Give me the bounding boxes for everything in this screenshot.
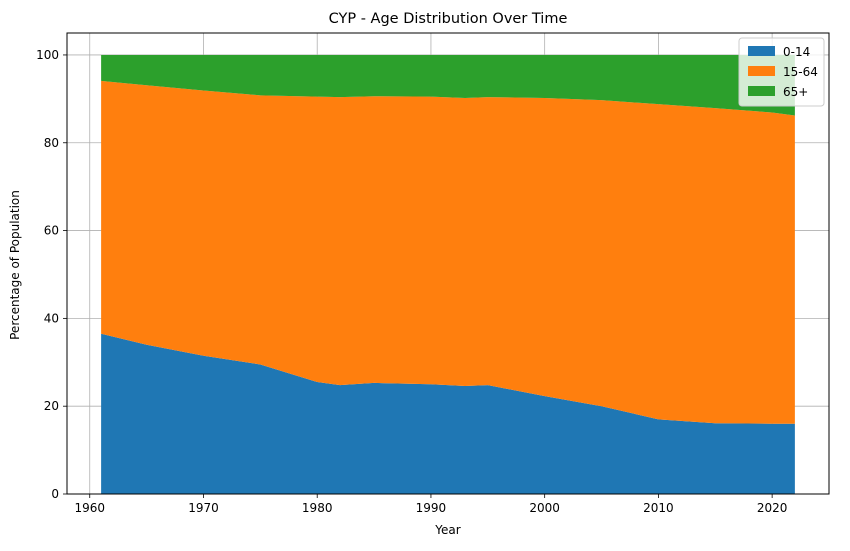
area-layer [101, 54, 795, 494]
y-tick-label: 40 [44, 311, 59, 325]
plot-frame [66, 32, 830, 495]
legend-swatch [748, 86, 775, 96]
y-tick-label: 100 [36, 48, 59, 62]
y-axis-label: Percentage of Population [8, 190, 22, 340]
chart-title: CYP - Age Distribution Over Time [329, 11, 568, 27]
area-series-15-64 [101, 80, 795, 424]
x-tick-label: 1990 [416, 501, 447, 515]
area-series-0-14 [101, 333, 795, 494]
x-tick-label: 1980 [302, 501, 333, 515]
y-tick-label: 0 [51, 487, 59, 501]
x-axis-ticks: 1960 1970 1980 1990 2000 2010 2020 [74, 494, 787, 515]
x-tick-label: 2010 [643, 501, 674, 515]
y-tick-label: 60 [44, 224, 59, 238]
y-tick-label: 80 [44, 136, 59, 150]
legend: 0-14 15-64 65+ [738, 37, 825, 107]
legend-label: 0-14 [783, 45, 810, 59]
legend-swatch [748, 46, 775, 56]
x-tick-label: 1970 [188, 501, 219, 515]
x-axis-label: Year [434, 523, 460, 537]
legend-swatch [748, 66, 775, 76]
x-tick-label: 1960 [74, 501, 105, 515]
area-series-65+ [101, 54, 795, 116]
legend-label: 65+ [783, 85, 808, 99]
x-tick-label: 2020 [757, 501, 788, 515]
y-axis-ticks: 0 20 40 60 80 100 [36, 48, 67, 501]
y-tick-label: 20 [44, 399, 59, 413]
legend-label: 15-64 [783, 65, 818, 79]
x-tick-label: 2000 [529, 501, 560, 515]
